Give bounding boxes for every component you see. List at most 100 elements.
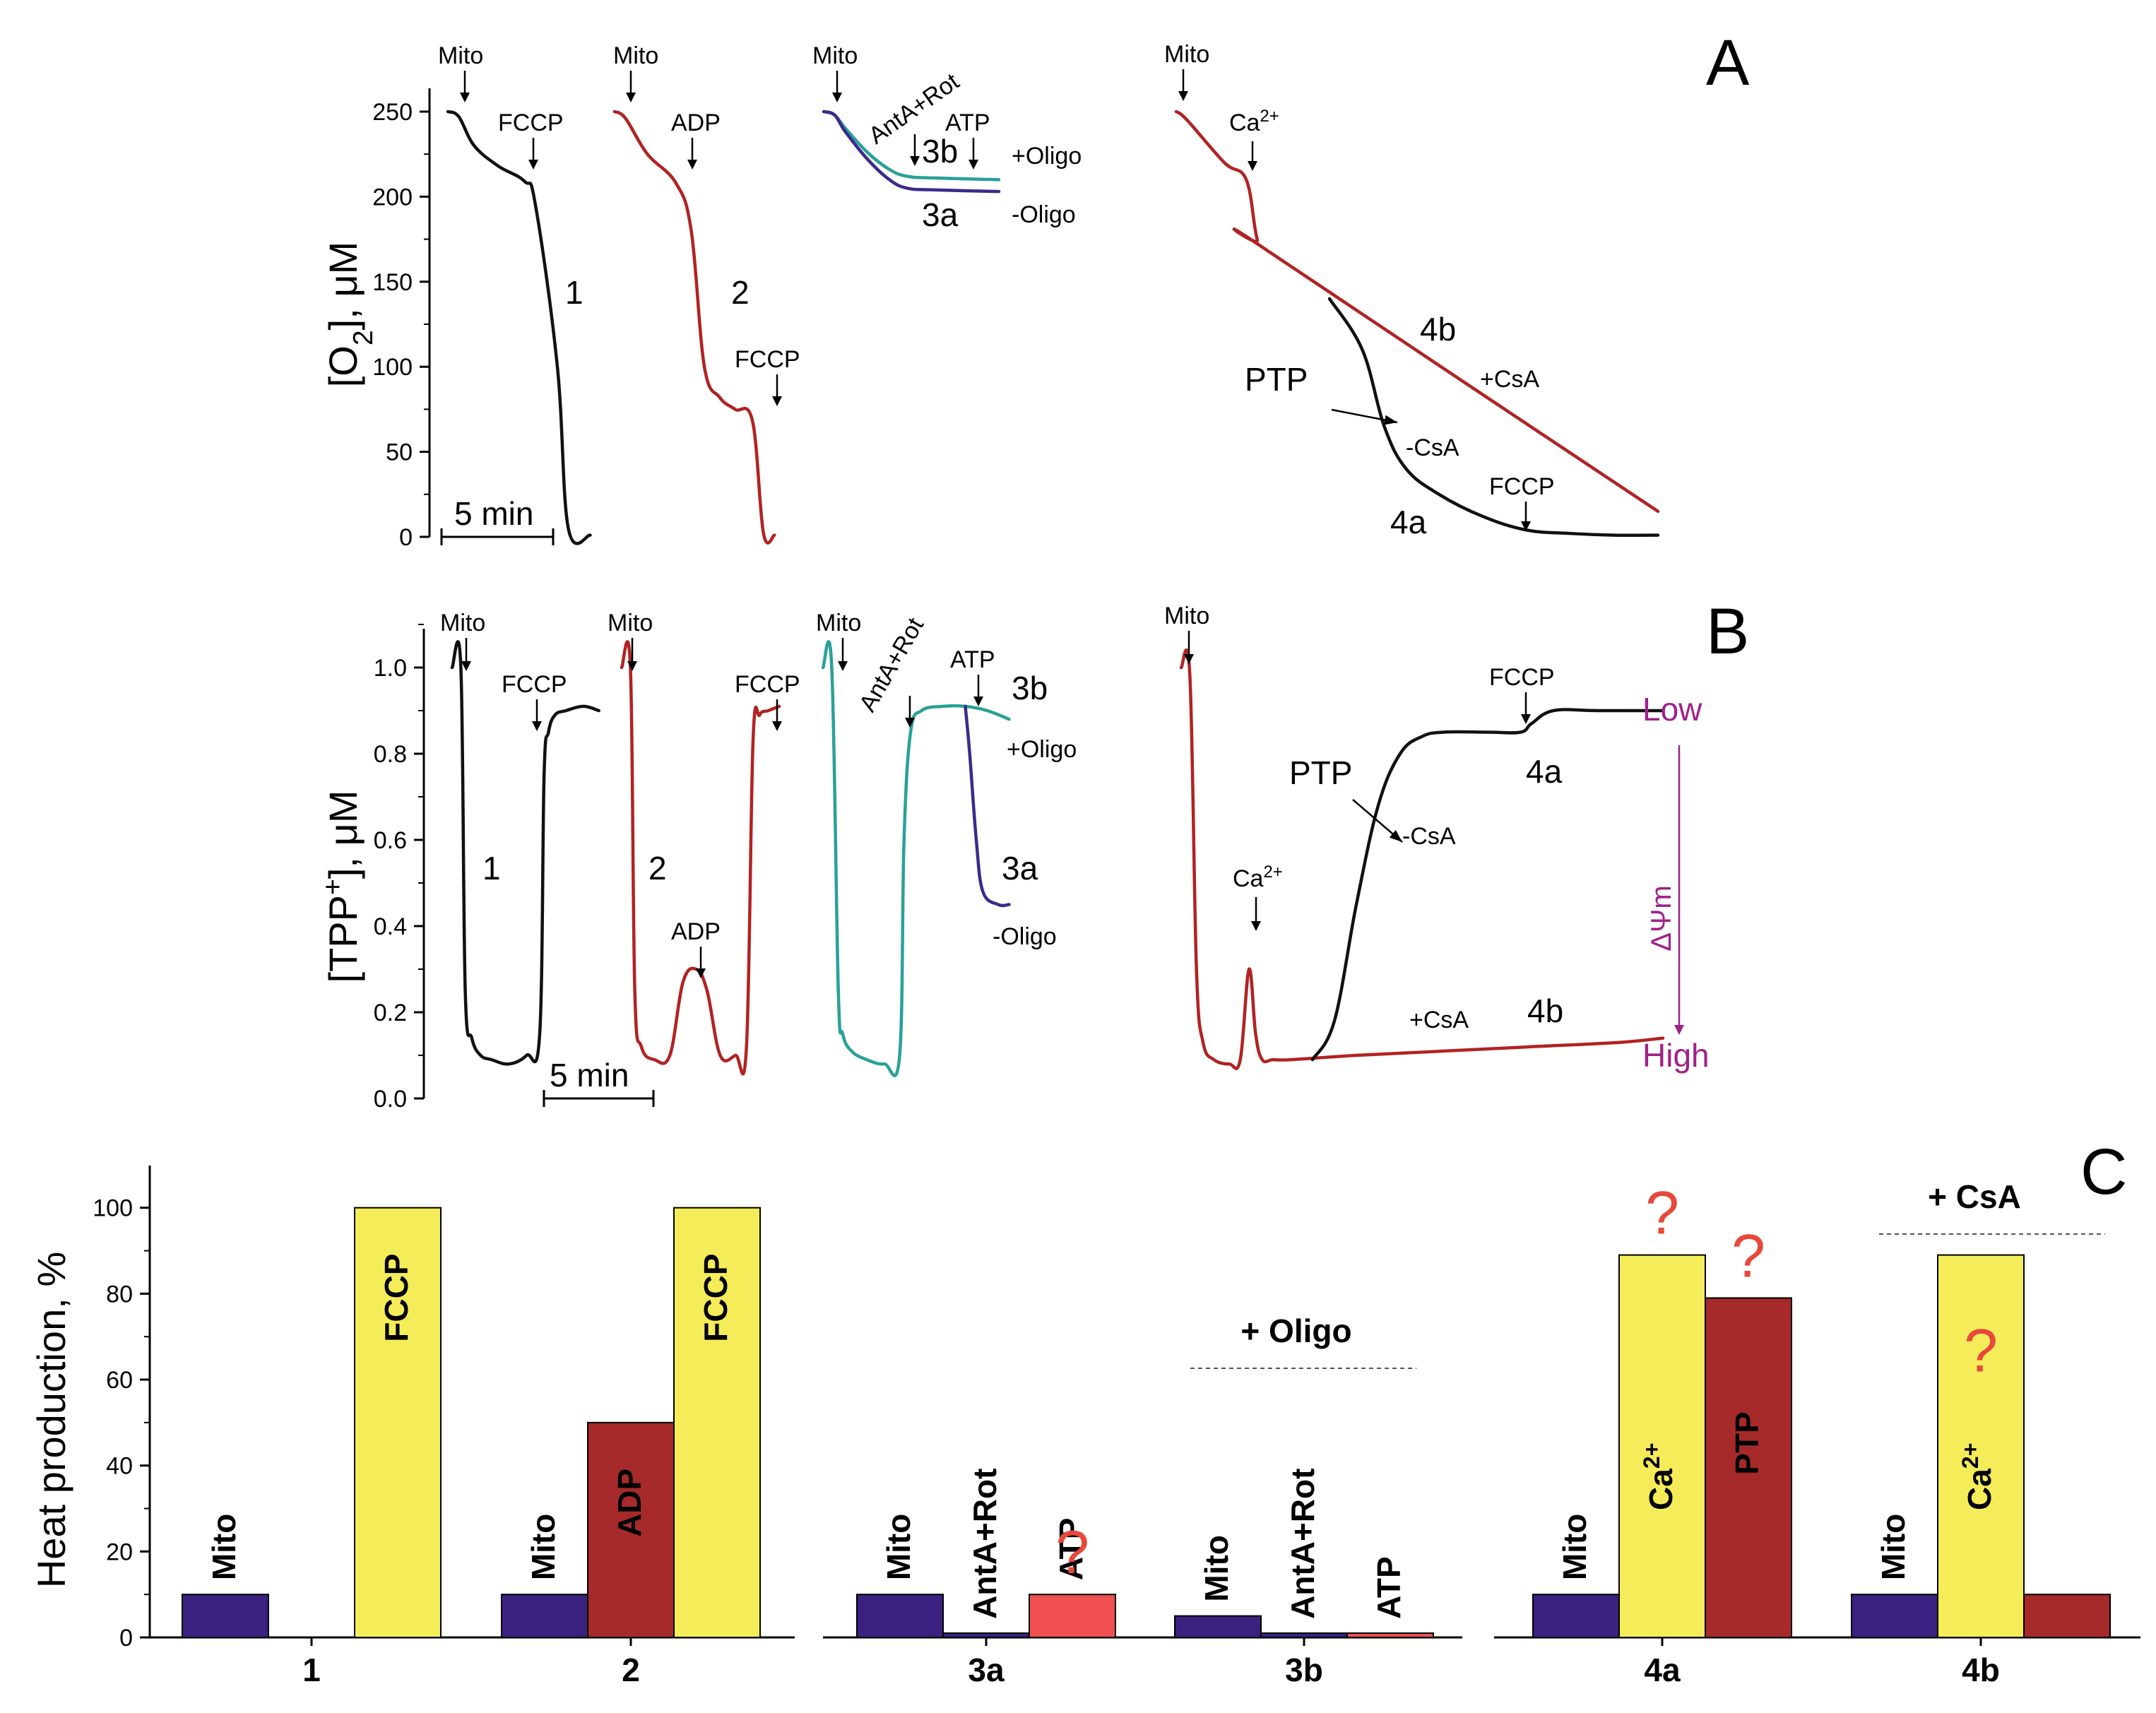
annot-fccp: FCCP (498, 109, 564, 136)
note-plus-oligo: + Oligo (1240, 1312, 1351, 1349)
y-tick-label-c: 60 (106, 1367, 133, 1394)
annot-fccp: FCCP (1489, 473, 1555, 500)
arrow-head (905, 718, 915, 728)
y-tick-label-a: 0 (399, 524, 413, 551)
trace-label-3b: 3b (922, 133, 958, 170)
bar-label: Mito (1198, 1535, 1235, 1602)
y-tick-label-b: 0.0 (374, 1086, 407, 1113)
bar-label: ADP (611, 1469, 648, 1537)
y-axis-title-c: Heat production, % (29, 1252, 73, 1588)
arrow-head (696, 968, 706, 978)
y-tick-label-b: 1.0 (374, 655, 407, 682)
arrow-head (1248, 161, 1257, 171)
trace-label-3a: 3a (922, 196, 959, 233)
arrow-head (838, 661, 848, 671)
note-plus-csa: + CsA (1928, 1178, 2021, 1215)
question-mark: ? (1731, 1222, 1765, 1290)
bar-label: AntA+Rot (1284, 1469, 1321, 1619)
arrow-head (627, 661, 637, 671)
trace-label-1: 1 (482, 850, 501, 887)
bar-label: Mito (880, 1514, 917, 1581)
bar (673, 1207, 761, 1638)
annot-minus-oligo: -Oligo (1012, 201, 1076, 228)
trace-label-4a: 4a (1526, 753, 1563, 790)
bar-label: Mito (1875, 1514, 1912, 1581)
trace-label-2: 2 (648, 850, 667, 887)
panel-c: 0 20 40 60 80 100 Heat production, % 1 Mito FCCP 2… (29, 1136, 2140, 1688)
bar-label: FCCP (378, 1253, 415, 1341)
bar (2023, 1594, 2111, 1639)
panel-letter-b: B (1706, 595, 1749, 668)
x-category-label: 4a (1644, 1652, 1681, 1688)
annot-minus-csa: -CsA (1406, 434, 1459, 461)
annot-plus-oligo: +Oligo (1007, 736, 1077, 763)
annot-mito: Mito (1164, 41, 1209, 68)
trace-a-2 (612, 109, 776, 545)
bar-label: ATP (1053, 1518, 1089, 1581)
panel-b: 0.0 0.2 0.4 0.6 0.8 1.0 [TPP+], μM 5 min Mito FCC… (318, 595, 1750, 1113)
arrow-head (910, 156, 920, 166)
trace-b-3b (821, 640, 1011, 1077)
y-tick-label-b: 0.2 (374, 1000, 407, 1026)
annot-mito: Mito (613, 42, 658, 69)
arrow-head (772, 396, 782, 406)
bar (942, 1632, 1030, 1638)
panel-letter-a: A (1706, 27, 1750, 99)
arrow-head (973, 697, 983, 706)
bar-label: Ca2+ (1639, 1442, 1679, 1510)
bar-label: Mito (206, 1514, 242, 1581)
trace-b-2 (620, 640, 781, 1076)
annot-fccp: FCCP (502, 671, 567, 698)
bar (1937, 1254, 2025, 1638)
y-tick-label-c: 100 (93, 1195, 133, 1222)
arrow-head (969, 160, 978, 170)
y-tick-label-c: 20 (106, 1539, 133, 1565)
arrow-head (528, 160, 538, 170)
annot-fccp: FCCP (735, 671, 800, 698)
annot-mito: Mito (440, 610, 485, 636)
panel-letter-c: C (2080, 1136, 2127, 1208)
bar-label: Mito (1556, 1514, 1593, 1581)
ptp-arrow-a-head (1383, 415, 1397, 425)
x-category-label: 1 (302, 1652, 321, 1688)
bar (1851, 1594, 1938, 1639)
y-tick-label-a: 50 (386, 439, 413, 466)
annot-ca: Ca2+ (1233, 863, 1283, 893)
label-low: Low (1642, 691, 1702, 728)
x-category-label: 4b (1962, 1652, 2000, 1688)
y-axis-title-a: [O2], μM (321, 242, 379, 388)
bar (1705, 1297, 1792, 1638)
arrow-head (460, 93, 470, 102)
y-tick-label-b: 0.6 (374, 827, 407, 854)
annot-mito: Mito (608, 610, 653, 636)
annot-mito: Mito (816, 610, 861, 636)
bar (587, 1421, 675, 1638)
x-category-label: 2 (622, 1652, 640, 1688)
trace-a-3a (822, 109, 1001, 194)
trace-label-1: 1 (565, 274, 584, 311)
trace-label-2: 2 (731, 274, 750, 311)
trace-label-4a: 4a (1390, 504, 1427, 540)
bar (1346, 1632, 1434, 1638)
annot-atp: ATP (950, 646, 995, 673)
question-mark: ? (1645, 1180, 1679, 1247)
arrow-head (1251, 921, 1261, 931)
scale-bar-label-a: 5 min (454, 495, 533, 532)
x-category-label: 3a (968, 1652, 1005, 1688)
bar-label: AntA+Rot (966, 1469, 1003, 1619)
trace-a-1 (446, 109, 592, 545)
annot-plus-csa: +CsA (1409, 1007, 1469, 1033)
arrow-head (1674, 1025, 1684, 1035)
annot-atp: ATP (945, 109, 990, 136)
arrow-head (832, 93, 842, 102)
y-tick-label-b: 0.4 (374, 913, 407, 940)
bar (1029, 1594, 1116, 1639)
trace-b-4a (1310, 708, 1665, 1062)
bar (1174, 1615, 1262, 1639)
annot-mito: Mito (812, 42, 858, 69)
trace-label-3b: 3b (1012, 670, 1048, 706)
annot-mito: Mito (438, 42, 483, 69)
annot-antarot: AntA+Rot (854, 613, 929, 716)
trace-label-3a: 3a (1002, 850, 1038, 887)
